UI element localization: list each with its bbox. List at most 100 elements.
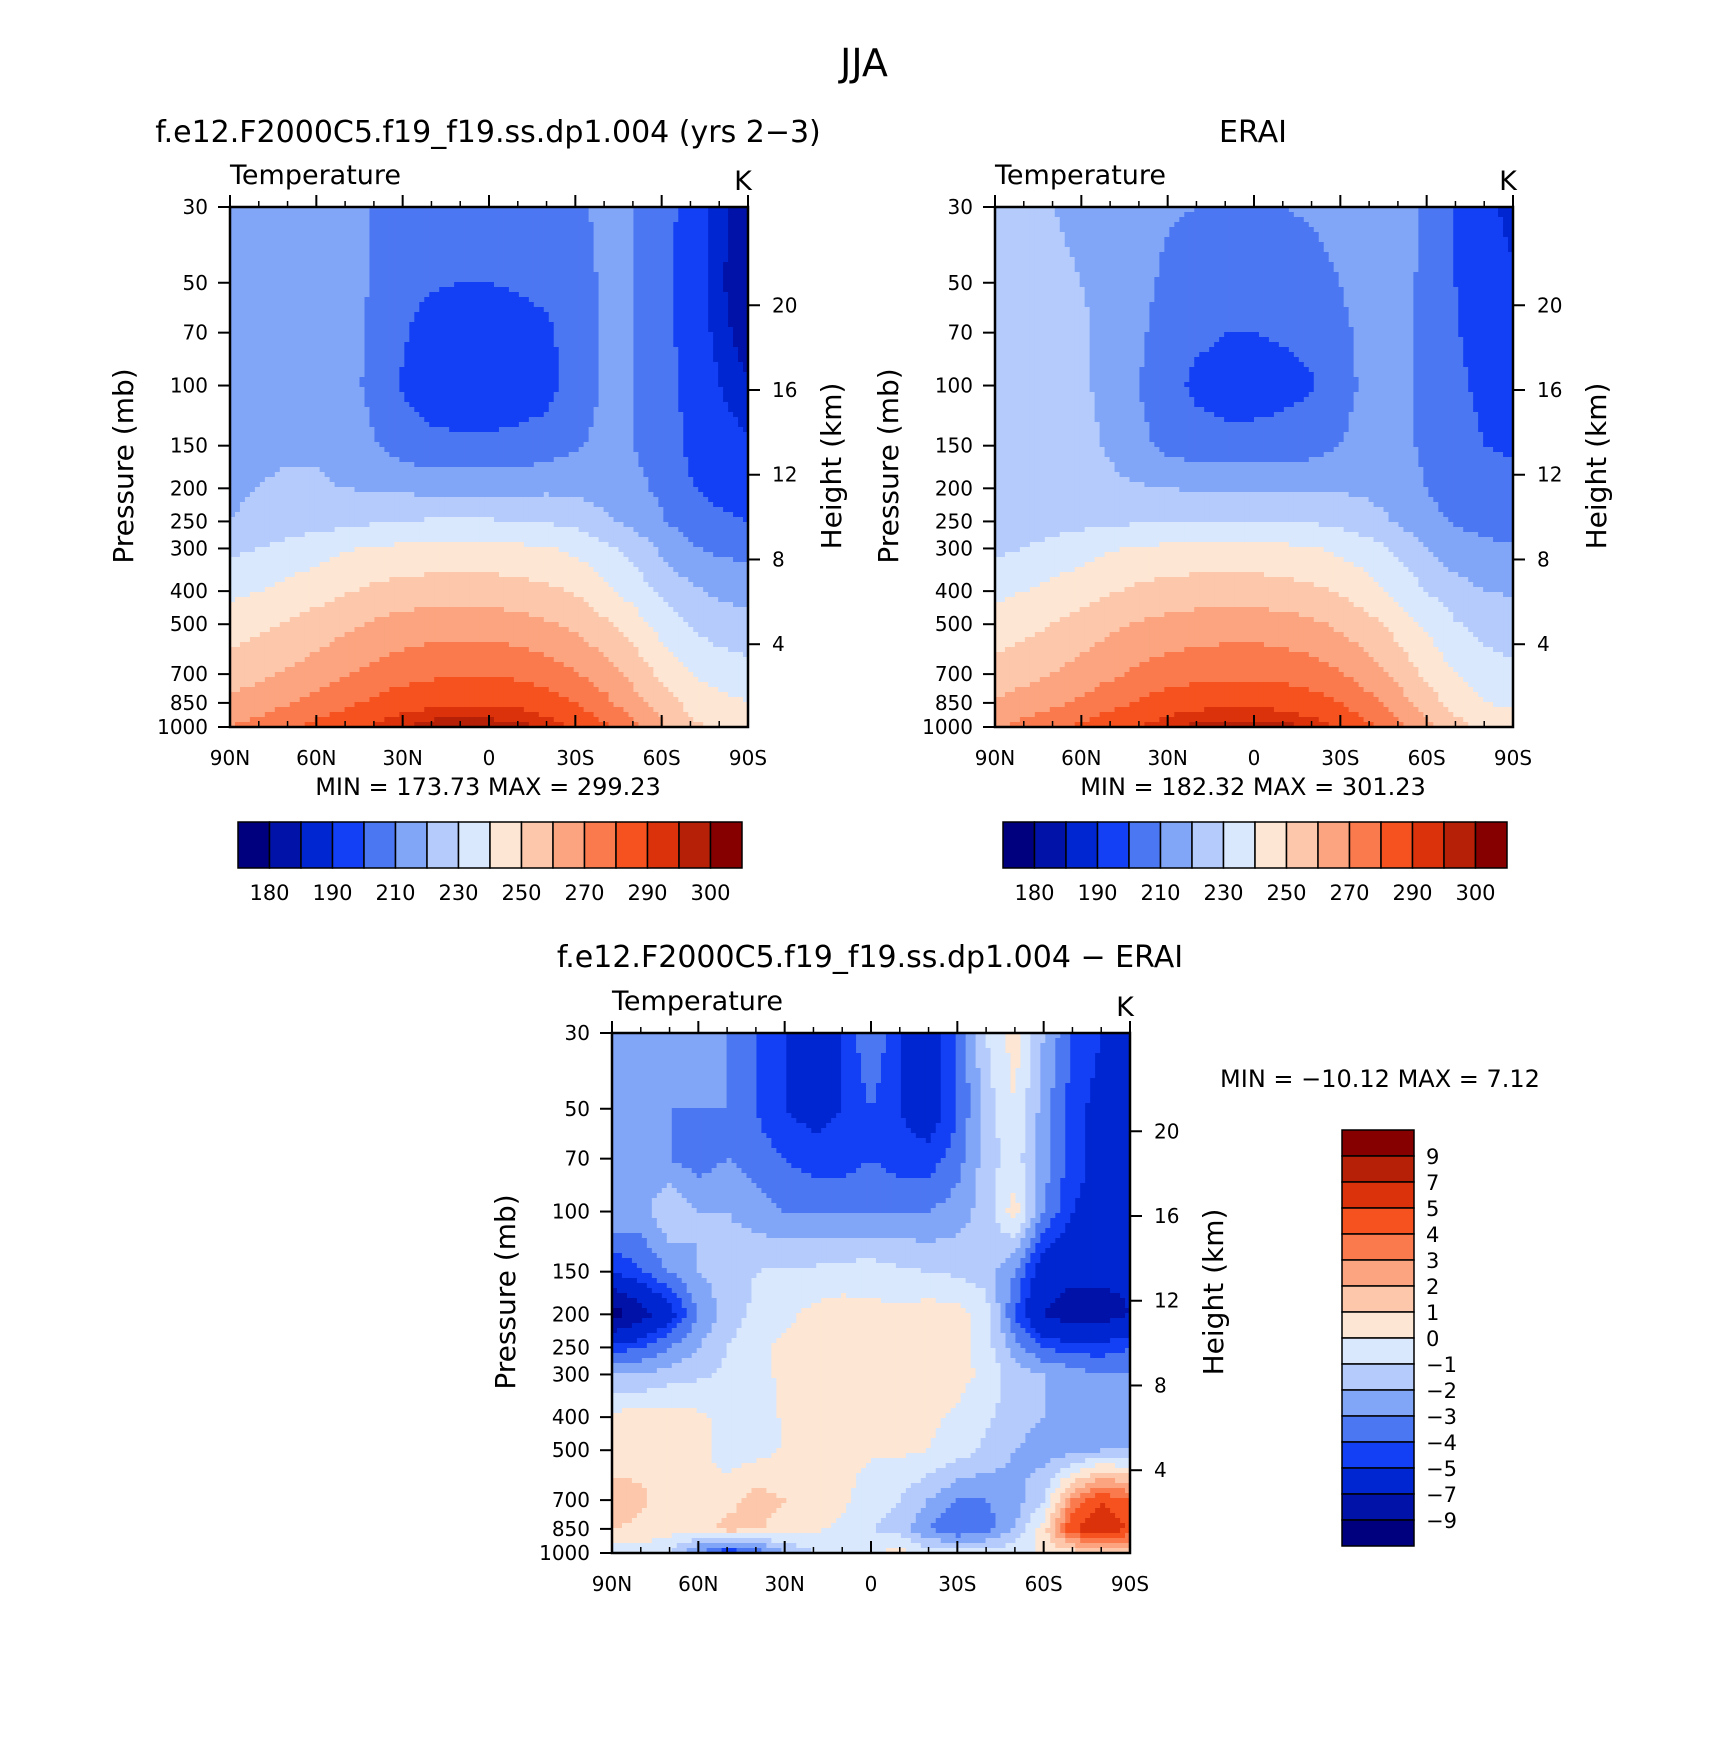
field-cell bbox=[295, 237, 301, 243]
field-cell bbox=[374, 267, 380, 273]
field-cell bbox=[330, 357, 336, 363]
field-cell bbox=[459, 262, 465, 268]
field-cell bbox=[544, 362, 550, 368]
field-cell bbox=[424, 287, 430, 293]
field-cell bbox=[484, 352, 490, 358]
field-cell bbox=[638, 327, 644, 333]
field-cell bbox=[280, 227, 286, 233]
field-cell bbox=[260, 267, 266, 273]
field-cell bbox=[399, 307, 405, 313]
field-cell bbox=[469, 297, 475, 303]
field-cell bbox=[454, 312, 460, 318]
field-cell bbox=[589, 277, 595, 283]
field-cell bbox=[250, 267, 256, 273]
field-cell bbox=[614, 332, 620, 338]
field-cell bbox=[673, 332, 679, 338]
field-cell bbox=[733, 367, 739, 373]
field-cell bbox=[285, 242, 291, 248]
field-cell bbox=[489, 337, 495, 343]
field-cell bbox=[429, 337, 435, 343]
field-cell bbox=[509, 227, 515, 233]
field-cell bbox=[688, 352, 694, 358]
field-cell bbox=[330, 232, 336, 238]
field-cell bbox=[574, 292, 580, 298]
field-cell bbox=[320, 242, 326, 248]
field-cell bbox=[723, 362, 729, 368]
field-cell bbox=[633, 297, 639, 303]
field-cell bbox=[559, 352, 565, 358]
field-cell bbox=[414, 262, 420, 268]
field-cell bbox=[355, 352, 361, 358]
field-cell bbox=[245, 252, 251, 258]
field-cell bbox=[614, 307, 620, 313]
field-cell bbox=[504, 362, 510, 368]
field-cell bbox=[240, 312, 246, 318]
field-cell bbox=[479, 277, 485, 283]
field-cell bbox=[594, 217, 600, 223]
field-cell bbox=[369, 317, 375, 323]
field-cell bbox=[449, 242, 455, 248]
field-cell bbox=[519, 357, 525, 363]
field-cell bbox=[698, 262, 704, 268]
field-cell bbox=[628, 307, 634, 313]
field-cell bbox=[579, 252, 585, 258]
field-cell bbox=[454, 267, 460, 273]
field-cell bbox=[310, 367, 316, 373]
field-cell bbox=[554, 262, 560, 268]
field-cell bbox=[489, 247, 495, 253]
field-cell bbox=[703, 312, 709, 318]
field-cell bbox=[599, 327, 605, 333]
field-cell bbox=[648, 357, 654, 363]
field-cell bbox=[673, 267, 679, 273]
field-cell bbox=[589, 367, 595, 373]
field-cell bbox=[270, 332, 276, 338]
field-cell bbox=[604, 362, 610, 368]
field-cell bbox=[419, 242, 425, 248]
field-cell bbox=[599, 297, 605, 303]
field-cell bbox=[434, 267, 440, 273]
field-cell bbox=[648, 252, 654, 258]
field-cell bbox=[250, 327, 256, 333]
field-cell bbox=[245, 217, 251, 223]
field-cell bbox=[718, 222, 724, 228]
field-cell bbox=[534, 272, 540, 278]
field-cell bbox=[235, 222, 241, 228]
field-cell bbox=[658, 317, 664, 323]
field-cell bbox=[409, 367, 415, 373]
field-cell bbox=[439, 362, 445, 368]
field-cell bbox=[290, 232, 296, 238]
field-cell bbox=[280, 362, 286, 368]
field-cell bbox=[504, 322, 510, 328]
field-cell bbox=[414, 212, 420, 218]
field-cell bbox=[444, 237, 450, 243]
field-cell bbox=[658, 307, 664, 313]
field-cell bbox=[275, 312, 281, 318]
field-cell bbox=[424, 252, 430, 258]
field-cell bbox=[444, 337, 450, 343]
field-cell bbox=[240, 327, 246, 333]
field-cell bbox=[404, 352, 410, 358]
field-cell bbox=[240, 247, 246, 253]
field-cell bbox=[733, 332, 739, 338]
field-cell bbox=[355, 217, 361, 223]
field-cell bbox=[668, 297, 674, 303]
field-cell bbox=[434, 317, 440, 323]
field-cell bbox=[469, 272, 475, 278]
field-cell bbox=[454, 252, 460, 258]
field-cell bbox=[484, 282, 490, 288]
field-cell bbox=[628, 232, 634, 238]
field-cell bbox=[484, 232, 490, 238]
field-cell bbox=[439, 357, 445, 363]
field-cell bbox=[663, 257, 669, 263]
field-cell bbox=[265, 357, 271, 363]
field-cell bbox=[459, 357, 465, 363]
field-cell bbox=[713, 302, 719, 308]
field-cell bbox=[290, 287, 296, 293]
field-cell bbox=[628, 242, 634, 248]
field-cell bbox=[703, 307, 709, 313]
field-cell bbox=[643, 287, 649, 293]
field-cell bbox=[738, 277, 744, 283]
field-cell bbox=[459, 212, 465, 218]
field-cell bbox=[514, 232, 520, 238]
field-cell bbox=[419, 247, 425, 253]
